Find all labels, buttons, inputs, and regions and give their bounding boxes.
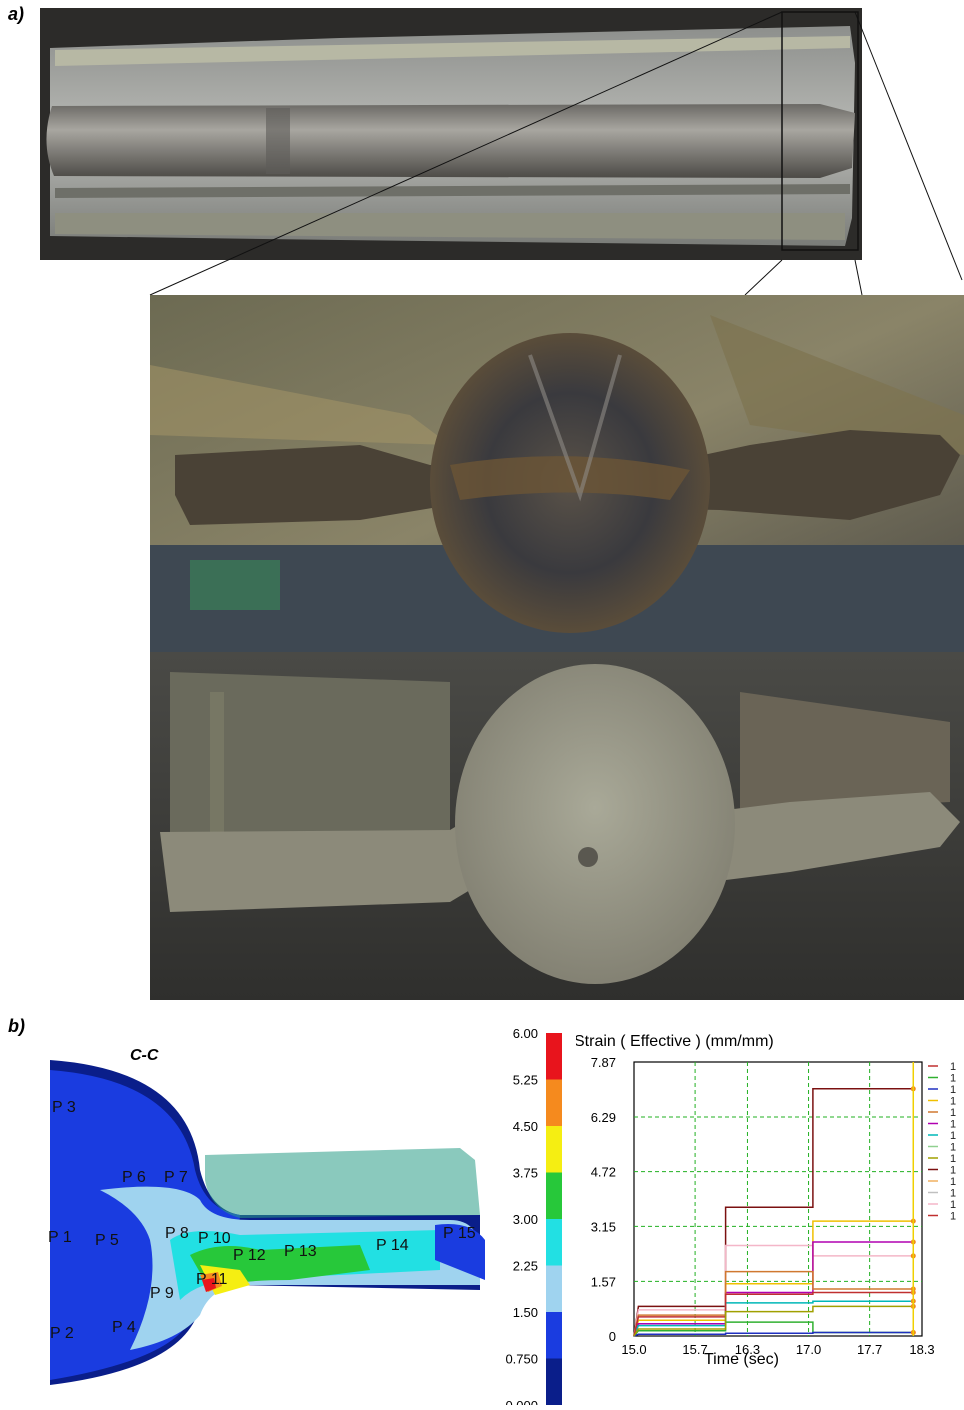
x-tick-label: 15.7 [682, 1342, 707, 1357]
legend-entry: 1 [950, 1130, 956, 1142]
colorbar-segment [546, 1265, 562, 1312]
point-label: P 1 [48, 1229, 72, 1246]
series-line [633, 1331, 914, 1337]
cross-section-photo-fractured [150, 295, 964, 652]
colorbar-segment [546, 1079, 562, 1126]
series-line [633, 1291, 914, 1337]
x-tick-label: 15.0 [621, 1342, 646, 1357]
colorbar-tick-label: 0.000 [505, 1398, 538, 1405]
strain-chart: Strain ( Effective ) (mm/mm) Time (sec) … [574, 1028, 964, 1388]
colorbar-tick-label: 0.750 [505, 1352, 538, 1367]
series-line [633, 1088, 914, 1337]
point-label: P 8 [165, 1225, 189, 1242]
colorbar-segment [546, 1172, 562, 1219]
x-tick-label: 17.0 [796, 1342, 821, 1357]
colorbar-tick-label: 2.25 [513, 1259, 538, 1274]
colorbar-tick-label: 4.50 [513, 1119, 538, 1134]
y-tick-label: 6.29 [591, 1110, 616, 1125]
point-label: P 15 [443, 1225, 476, 1242]
legend-entry: 1 [950, 1107, 956, 1119]
colorbar-segment [546, 1033, 562, 1080]
point-label: P 13 [284, 1243, 317, 1260]
colorbar-tick-label: 3.75 [513, 1166, 538, 1181]
colorbar-tick-label: 5.25 [513, 1073, 538, 1088]
legend-entry: 1 [950, 1211, 956, 1223]
legend-entry: 1 [950, 1096, 956, 1108]
legend-entry: 1 [950, 1176, 956, 1188]
fe-section-plot: C-C P 3 P 6 P 7 P 1 P 5 P 8 P 10 P 12 P … [40, 1040, 500, 1395]
colorbar-segment [546, 1126, 562, 1173]
x-tick-label: 16.3 [735, 1342, 760, 1357]
colorbar-segment [546, 1312, 562, 1359]
legend-entry: 1 [950, 1142, 956, 1154]
panel-b-label: b) [8, 1016, 25, 1036]
colorbar: 6.00 5.25 4.50 3.75 3.00 2.25 1.50 0.750 0.000 [496, 1025, 576, 1410]
cross-section-photo-etched [150, 652, 964, 1000]
colorbar-segment [546, 1219, 562, 1266]
colorbar-tick-label: 6.00 [513, 1026, 538, 1041]
legend-entry: 1 [950, 1188, 956, 1200]
y-tick-label: 3.15 [591, 1219, 616, 1234]
colorbar-tick-label: 1.50 [513, 1305, 538, 1320]
point-label: P 10 [198, 1230, 231, 1247]
point-label: P 5 [95, 1232, 119, 1249]
x-tick-label: 17.7 [857, 1342, 882, 1357]
x-axis-label: Time (sec) [704, 1351, 779, 1368]
point-label: P 6 [122, 1169, 146, 1186]
section-label: C-C [130, 1047, 159, 1064]
point-label: P 12 [233, 1247, 266, 1264]
legend-entry: 1 [950, 1199, 956, 1211]
point-label: P 2 [50, 1325, 74, 1342]
legend-entry: 1 [950, 1119, 956, 1131]
legend-entry: 1 [950, 1073, 956, 1085]
y-tick-label: 4.72 [591, 1165, 616, 1180]
series-line [633, 1305, 914, 1337]
point-label: P 9 [150, 1285, 174, 1302]
legend-entry: 1 [950, 1061, 956, 1073]
legend-entry: 1 [950, 1153, 956, 1165]
point-label: P 14 [376, 1237, 409, 1254]
chart-title: Strain ( Effective ) (mm/mm) [576, 1033, 774, 1050]
forging-photo-full [40, 8, 862, 260]
point-label: P 7 [164, 1169, 188, 1186]
point-label: P 3 [52, 1099, 76, 1116]
panel-a-label: a) [8, 4, 25, 24]
series-line [633, 1270, 914, 1337]
y-tick-label: 1.57 [591, 1274, 616, 1289]
point-label: P 11 [196, 1271, 228, 1288]
legend-entry: 1 [950, 1084, 956, 1096]
y-tick-label: 7.87 [591, 1055, 616, 1070]
colorbar-tick-label: 3.00 [513, 1212, 538, 1227]
y-tick-label: 0 [609, 1329, 616, 1344]
zoom-lines [149, 11, 963, 296]
plot-area [633, 1061, 923, 1337]
colorbar-segment [546, 1358, 562, 1405]
point-label: P 4 [112, 1319, 136, 1336]
x-tick-label: 18.3 [909, 1342, 934, 1357]
legend-entry: 1 [950, 1165, 956, 1177]
